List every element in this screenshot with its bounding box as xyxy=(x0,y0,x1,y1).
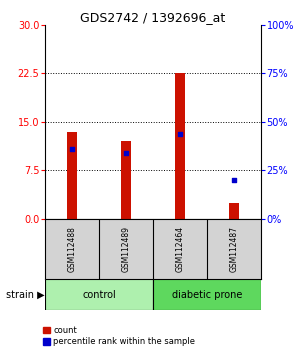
Text: diabetic prone: diabetic prone xyxy=(172,290,242,299)
Bar xyxy=(45,279,153,310)
Text: control: control xyxy=(82,290,116,299)
Title: GDS2742 / 1392696_at: GDS2742 / 1392696_at xyxy=(80,11,226,24)
Bar xyxy=(153,279,261,310)
Point xyxy=(232,177,236,183)
Text: strain ▶: strain ▶ xyxy=(6,290,45,299)
Point xyxy=(178,131,182,136)
Point xyxy=(70,146,74,152)
Bar xyxy=(229,203,239,219)
Bar xyxy=(121,141,131,219)
Bar xyxy=(175,73,185,219)
Bar xyxy=(67,132,77,219)
Text: GSM112488: GSM112488 xyxy=(68,226,76,272)
Text: GSM112487: GSM112487 xyxy=(230,226,238,272)
Text: GSM112489: GSM112489 xyxy=(122,226,130,272)
Legend: count, percentile rank within the sample: count, percentile rank within the sample xyxy=(43,326,195,346)
Point xyxy=(124,150,128,156)
Text: GSM112464: GSM112464 xyxy=(176,226,184,272)
